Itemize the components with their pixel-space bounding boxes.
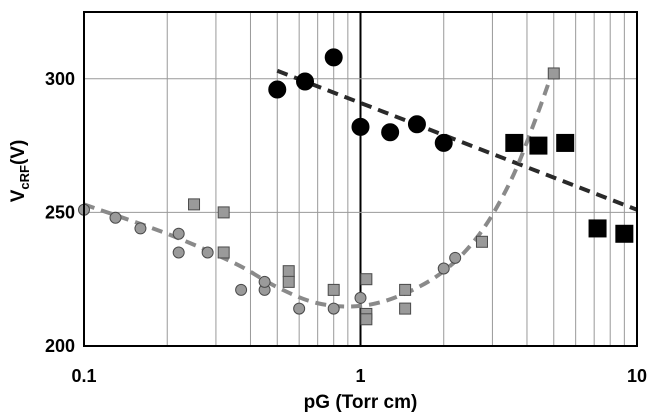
data-point-square	[327, 283, 340, 296]
y-axis-title-main: V	[8, 189, 29, 202]
data-point-square	[547, 67, 560, 80]
data-point-square	[188, 198, 201, 211]
x-tick-label: 0.1	[71, 366, 96, 386]
data-point-circle	[268, 80, 287, 99]
data-point-circle	[351, 117, 370, 136]
data-point-circle	[109, 211, 122, 224]
x-axis-title: pG (Torr cm)	[304, 392, 418, 413]
data-point-circle	[449, 251, 462, 264]
data-point-square	[588, 219, 607, 238]
data-point-circle	[172, 227, 185, 240]
data-point-circle	[293, 302, 306, 315]
data-points	[78, 48, 634, 326]
y-axis-title-unit: (V)	[8, 140, 29, 165]
data-point-circle	[235, 283, 248, 296]
data-point-square	[282, 265, 295, 278]
data-point-square	[217, 206, 230, 219]
data-point-square	[360, 313, 373, 326]
plot-frame	[83, 11, 638, 347]
data-point-circle	[437, 262, 450, 275]
data-point-square	[399, 302, 412, 315]
trendline-2	[83, 67, 556, 309]
data-point-circle	[407, 115, 426, 134]
data-point-circle	[258, 275, 271, 288]
data-point-circle	[201, 246, 214, 259]
data-point-square	[360, 273, 373, 286]
data-point-circle	[327, 302, 340, 315]
data-point-square	[556, 133, 575, 152]
x-tick-label: 10	[627, 366, 647, 386]
data-point-square	[505, 133, 524, 152]
x-tick-label: 1	[355, 366, 365, 386]
y-tick-label: 250	[45, 202, 75, 222]
y-tick-label: 200	[45, 336, 75, 356]
data-point-square	[475, 235, 488, 248]
y-axis-title: VcRF(V)	[8, 140, 32, 203]
trendlines	[83, 67, 638, 309]
data-point-circle	[172, 246, 185, 259]
tick-labels: 0.1 1 10 200 250 300	[45, 69, 647, 386]
data-point-circle	[296, 72, 315, 91]
data-point-square	[615, 224, 634, 243]
data-point-square	[217, 246, 230, 259]
data-point-circle	[134, 222, 147, 235]
data-point-circle	[381, 123, 400, 142]
data-point-circle	[434, 133, 453, 152]
data-point-square	[399, 283, 412, 296]
y-axis-title-subscript: cRF	[17, 165, 32, 190]
data-point-square	[282, 275, 295, 288]
trendline-1	[276, 68, 638, 212]
data-point-circle	[354, 291, 367, 304]
data-point-square	[529, 136, 548, 155]
data-point-circle	[324, 48, 343, 67]
y-tick-label: 300	[45, 69, 75, 89]
